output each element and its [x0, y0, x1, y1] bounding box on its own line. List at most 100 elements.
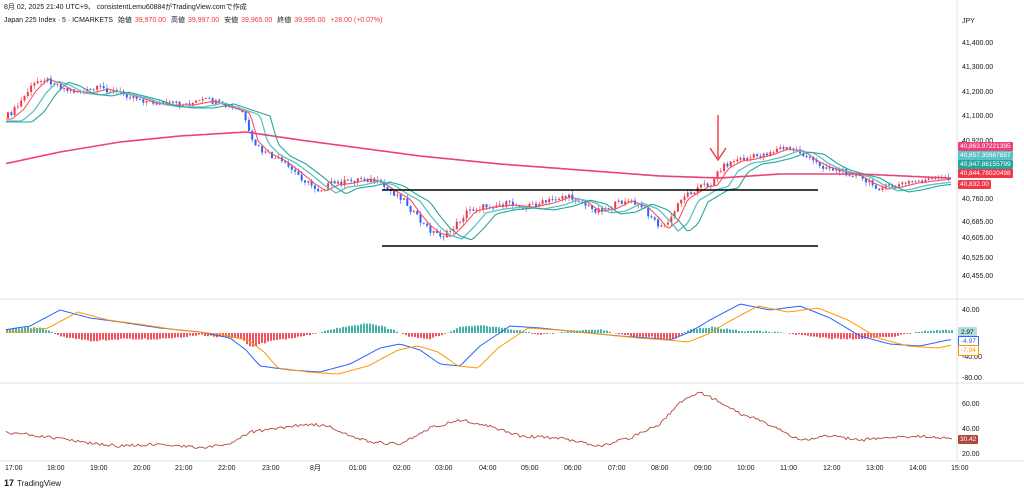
candle	[168, 101, 171, 103]
candle	[16, 106, 19, 108]
candle	[432, 230, 435, 233]
candle	[785, 147, 788, 149]
symbol-name[interactable]: Japan 225 Index · 5 · ICMARKETS	[4, 17, 113, 24]
macd-histogram-bar	[834, 333, 836, 339]
price-axis-label: 40,920.00	[962, 138, 993, 145]
candle	[386, 186, 389, 189]
macd-histogram-bar	[285, 333, 287, 340]
macd-histogram-bar	[321, 332, 323, 333]
macd-histogram-bar	[48, 330, 50, 333]
macd-histogram-bar	[708, 327, 710, 333]
macd-histogram-bar	[747, 330, 749, 333]
candle	[650, 216, 653, 218]
candle	[340, 181, 343, 186]
macd-histogram-bar	[660, 333, 662, 340]
candle	[7, 112, 9, 118]
candle	[356, 178, 359, 183]
candle	[462, 218, 465, 222]
candle	[459, 221, 462, 223]
macd-histogram-bar	[411, 333, 413, 337]
macd-histogram-bar	[306, 333, 308, 335]
macd-histogram-bar	[735, 329, 737, 333]
macd-histogram-bar	[180, 333, 182, 338]
high-label: 高値	[171, 17, 185, 24]
candle	[739, 157, 742, 160]
candle	[736, 159, 739, 162]
candle	[492, 207, 495, 209]
macd-histogram-bar	[9, 328, 11, 333]
candle	[399, 194, 402, 200]
tradingview-logo-icon[interactable]: 17	[4, 478, 15, 488]
macd-histogram-bar	[636, 333, 638, 337]
candle	[518, 205, 521, 208]
macd-histogram-bar	[339, 328, 341, 333]
candle	[769, 152, 772, 156]
macd-histogram-bar	[681, 333, 683, 335]
macd-histogram-bar	[357, 325, 359, 333]
time-axis-label: 18:00	[47, 465, 65, 472]
macd-histogram-bar	[405, 333, 407, 336]
candle	[898, 184, 900, 187]
macd-histogram-bar	[309, 333, 311, 336]
macd-histogram-bar	[45, 329, 47, 333]
macd-histogram-bar	[201, 333, 203, 335]
macd-histogram-bar	[348, 325, 350, 333]
footer-brand[interactable]: TradingView	[17, 478, 62, 488]
macd-histogram-bar	[435, 333, 437, 337]
macd-histogram-bar	[810, 333, 812, 337]
macd-histogram-bar	[129, 333, 131, 339]
open-value: 39,970.00	[134, 17, 167, 24]
candle	[511, 201, 514, 206]
macd-histogram-bar	[918, 332, 920, 333]
macd-histogram-bar	[582, 330, 584, 333]
macd-histogram-bar	[135, 333, 137, 340]
candle	[746, 158, 749, 161]
candle	[907, 181, 910, 184]
candle	[815, 160, 818, 162]
candle	[851, 175, 854, 177]
macd-histogram-bar	[393, 329, 395, 333]
candle	[429, 225, 432, 233]
macd-histogram-bar	[102, 333, 104, 340]
macd-histogram-bar	[657, 333, 659, 339]
macd-histogram-bar	[759, 330, 761, 333]
macd-histogram-bar	[363, 323, 365, 333]
macd-histogram-bar	[288, 333, 290, 339]
candle	[218, 100, 221, 102]
macd-histogram-bar	[750, 330, 752, 333]
macd-histogram-bar	[894, 333, 896, 337]
candle	[667, 222, 669, 225]
ema-slow-line	[6, 81, 952, 241]
candle	[40, 80, 42, 82]
macd-histogram-bar	[402, 333, 404, 334]
macd-histogram-bar	[675, 333, 677, 339]
candle	[284, 161, 287, 163]
macd-histogram-bar	[522, 331, 524, 333]
macd-histogram-bar	[270, 333, 272, 341]
macd-histogram-bar	[375, 325, 377, 333]
candle	[56, 84, 59, 86]
ma-long-line	[5, 131, 951, 179]
macd-pane	[5, 303, 953, 375]
macd-histogram-bar	[891, 333, 893, 337]
macd-histogram-bar	[732, 329, 734, 333]
candle	[775, 148, 778, 153]
candle	[129, 97, 132, 99]
candle	[607, 208, 610, 210]
macd-histogram-bar	[360, 324, 362, 333]
macd-histogram-bar	[828, 333, 830, 339]
macd-histogram-bar	[93, 333, 95, 342]
candle	[59, 84, 62, 90]
candle	[828, 167, 831, 169]
macd-histogram-bar	[618, 333, 620, 335]
macd-histogram-bar	[789, 333, 791, 334]
macd-histogram-bar	[909, 333, 911, 334]
candle	[881, 187, 884, 190]
candle	[647, 207, 650, 217]
candle	[406, 198, 409, 207]
macd-histogram-bar	[111, 333, 113, 340]
change-value: +28.00 (+0.07%)	[330, 17, 383, 24]
candle	[155, 103, 158, 105]
candle	[76, 91, 79, 93]
